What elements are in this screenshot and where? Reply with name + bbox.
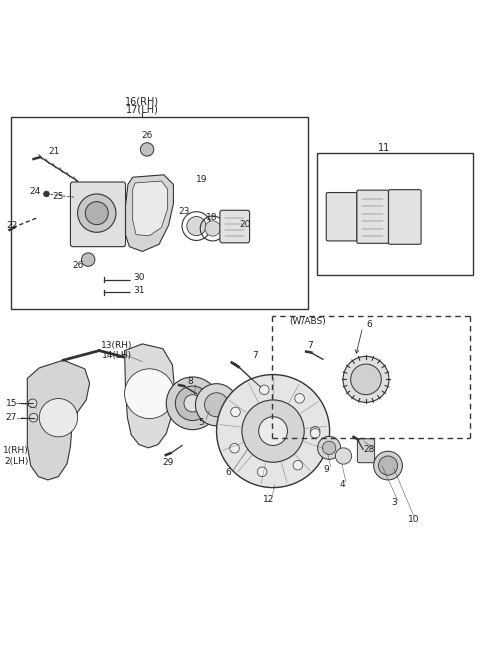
Text: 4: 4 — [339, 481, 345, 489]
Bar — [317, 153, 473, 276]
Text: 13(RH)
14(LH): 13(RH) 14(LH) — [101, 341, 132, 360]
Text: 24: 24 — [30, 187, 41, 196]
PathPatch shape — [27, 360, 90, 480]
Text: 23: 23 — [178, 207, 190, 216]
Text: (W/ABS): (W/ABS) — [289, 317, 326, 327]
Circle shape — [293, 461, 302, 470]
Text: 16(RH): 16(RH) — [125, 97, 159, 106]
Circle shape — [166, 377, 219, 430]
Text: 21: 21 — [48, 147, 60, 156]
Text: 7: 7 — [307, 341, 313, 350]
Text: 22: 22 — [6, 221, 17, 229]
Circle shape — [311, 426, 320, 436]
Circle shape — [373, 451, 402, 480]
Circle shape — [125, 369, 174, 418]
Text: 29: 29 — [162, 458, 173, 467]
Circle shape — [230, 444, 240, 453]
Text: 3: 3 — [391, 498, 396, 508]
Text: 20: 20 — [240, 219, 251, 229]
Text: 6: 6 — [366, 320, 372, 329]
Text: 28: 28 — [363, 445, 374, 454]
Circle shape — [323, 441, 336, 455]
FancyBboxPatch shape — [358, 439, 374, 463]
Text: 26: 26 — [142, 131, 153, 139]
Circle shape — [140, 143, 154, 156]
Circle shape — [85, 202, 108, 225]
Circle shape — [184, 395, 201, 412]
Text: 19: 19 — [195, 175, 207, 184]
FancyBboxPatch shape — [388, 190, 421, 245]
PathPatch shape — [125, 175, 173, 251]
Circle shape — [82, 253, 95, 266]
Circle shape — [311, 428, 320, 438]
FancyBboxPatch shape — [220, 210, 250, 243]
Circle shape — [295, 393, 304, 403]
Circle shape — [204, 393, 228, 416]
Circle shape — [336, 448, 352, 464]
Text: 18: 18 — [206, 213, 217, 222]
PathPatch shape — [132, 181, 168, 236]
Text: 5: 5 — [198, 418, 204, 427]
Circle shape — [260, 385, 269, 395]
Circle shape — [39, 399, 78, 437]
Circle shape — [216, 375, 330, 488]
Text: 15: 15 — [6, 399, 17, 408]
Text: 7: 7 — [252, 351, 258, 360]
Circle shape — [351, 364, 381, 395]
Circle shape — [257, 467, 267, 477]
Text: 30: 30 — [133, 273, 144, 282]
Text: 8: 8 — [187, 377, 193, 386]
Text: 12: 12 — [263, 494, 274, 504]
Text: 17(LH): 17(LH) — [126, 104, 159, 114]
Circle shape — [259, 416, 288, 446]
Circle shape — [242, 400, 304, 462]
FancyBboxPatch shape — [71, 182, 125, 247]
Circle shape — [187, 217, 206, 236]
Circle shape — [29, 413, 38, 422]
Text: 9: 9 — [324, 465, 330, 474]
Bar — [11, 118, 308, 309]
Circle shape — [44, 191, 49, 197]
Circle shape — [378, 456, 397, 475]
Text: 27: 27 — [6, 413, 17, 422]
Text: 26: 26 — [72, 261, 84, 270]
FancyBboxPatch shape — [326, 192, 357, 241]
Text: 1(RH)
2(LH): 1(RH) 2(LH) — [3, 446, 29, 466]
Text: 31: 31 — [133, 286, 144, 295]
Circle shape — [28, 399, 37, 408]
Circle shape — [78, 194, 116, 232]
Circle shape — [205, 221, 220, 236]
Circle shape — [318, 436, 341, 459]
Circle shape — [343, 356, 389, 403]
Circle shape — [195, 383, 238, 426]
Text: 25: 25 — [53, 192, 64, 201]
Circle shape — [231, 407, 240, 416]
Text: 6: 6 — [226, 468, 231, 477]
Text: 10: 10 — [408, 515, 420, 524]
FancyBboxPatch shape — [357, 190, 388, 243]
Text: 11: 11 — [378, 143, 390, 153]
PathPatch shape — [125, 344, 174, 448]
Circle shape — [175, 386, 210, 420]
